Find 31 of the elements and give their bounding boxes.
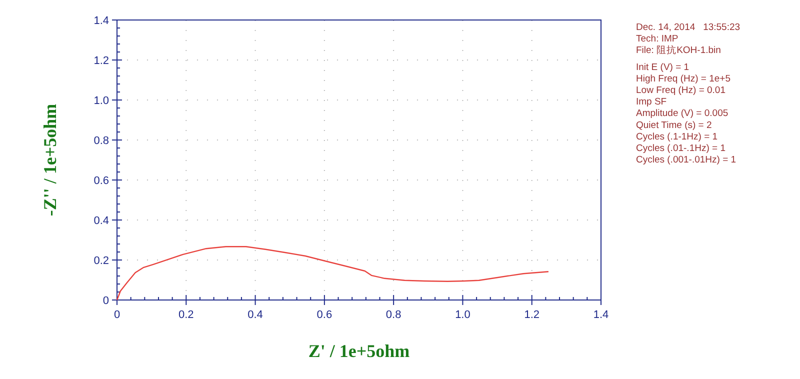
y-tick-label: 1.0: [94, 95, 109, 107]
y-tick-label: 1.4: [94, 15, 109, 27]
y-axis-title: -Z'' / 1e+5ohm: [40, 104, 60, 216]
x-tick-label: 0.8: [386, 309, 402, 321]
x-tick-label: 1.2: [524, 309, 540, 321]
y-tick-label: 1.2: [94, 55, 109, 67]
y-tick-label: 0.8: [94, 135, 109, 147]
text: File: 阻抗KOH-1.bin: [636, 44, 721, 56]
x-tick-label: 1.0: [455, 309, 470, 321]
text: Dec. 14, 2014 13:55:23: [636, 22, 740, 33]
text: Amplitude (V) = 0.005: [636, 108, 728, 120]
x-tick-label: 0.4: [248, 309, 263, 321]
x-tick-label: 0.2: [178, 309, 194, 321]
text: Imp SF: [636, 96, 667, 108]
text: Init E (V) = 1: [636, 62, 690, 73]
text: Cycles (.01-.1Hz) = 1: [636, 143, 726, 154]
y-tick-label: 0.6: [94, 175, 109, 187]
text: Low Freq (Hz) = 0.01: [636, 85, 726, 96]
x-tick-label: 1.4: [593, 309, 609, 321]
y-tick-label: 0.4: [94, 215, 109, 227]
text: Cycles (.001-.01Hz) = 1: [636, 154, 736, 166]
text: Tech: IMP: [636, 34, 678, 45]
x-axis-title: Z' / 1e+5ohm: [308, 341, 410, 361]
text: Quiet Time (s) = 2: [636, 120, 712, 131]
x-tick-label: 0.6: [316, 309, 332, 321]
line-series: [116, 246, 550, 301]
y-tick-label: 0: [102, 295, 109, 307]
text: Cycles (.1-1Hz) = 1: [636, 131, 718, 142]
text: High Freq (Hz) = 1e+5: [636, 73, 731, 84]
y-tick-label: 0.2: [94, 255, 109, 267]
x-tick-label: 0: [114, 309, 120, 321]
